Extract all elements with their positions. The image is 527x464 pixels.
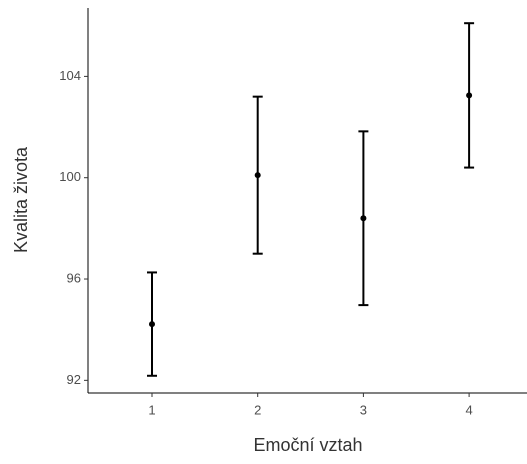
y-tick-label: 100 — [59, 169, 81, 184]
y-tick-label: 96 — [67, 270, 81, 285]
y-axis-title: Kvalita života — [11, 146, 31, 253]
x-tick-label: 3 — [360, 402, 367, 417]
point — [254, 172, 261, 179]
y-tick-label: 104 — [59, 68, 81, 83]
point — [360, 215, 367, 222]
point — [149, 321, 155, 328]
x-tick-label: 1 — [148, 402, 155, 417]
x-tick-label: 4 — [465, 402, 472, 417]
x-axis-title: Emoční vztah — [253, 435, 362, 455]
point — [466, 92, 473, 99]
y-tick-label: 92 — [67, 372, 81, 387]
x-tick-label: 2 — [254, 402, 261, 417]
